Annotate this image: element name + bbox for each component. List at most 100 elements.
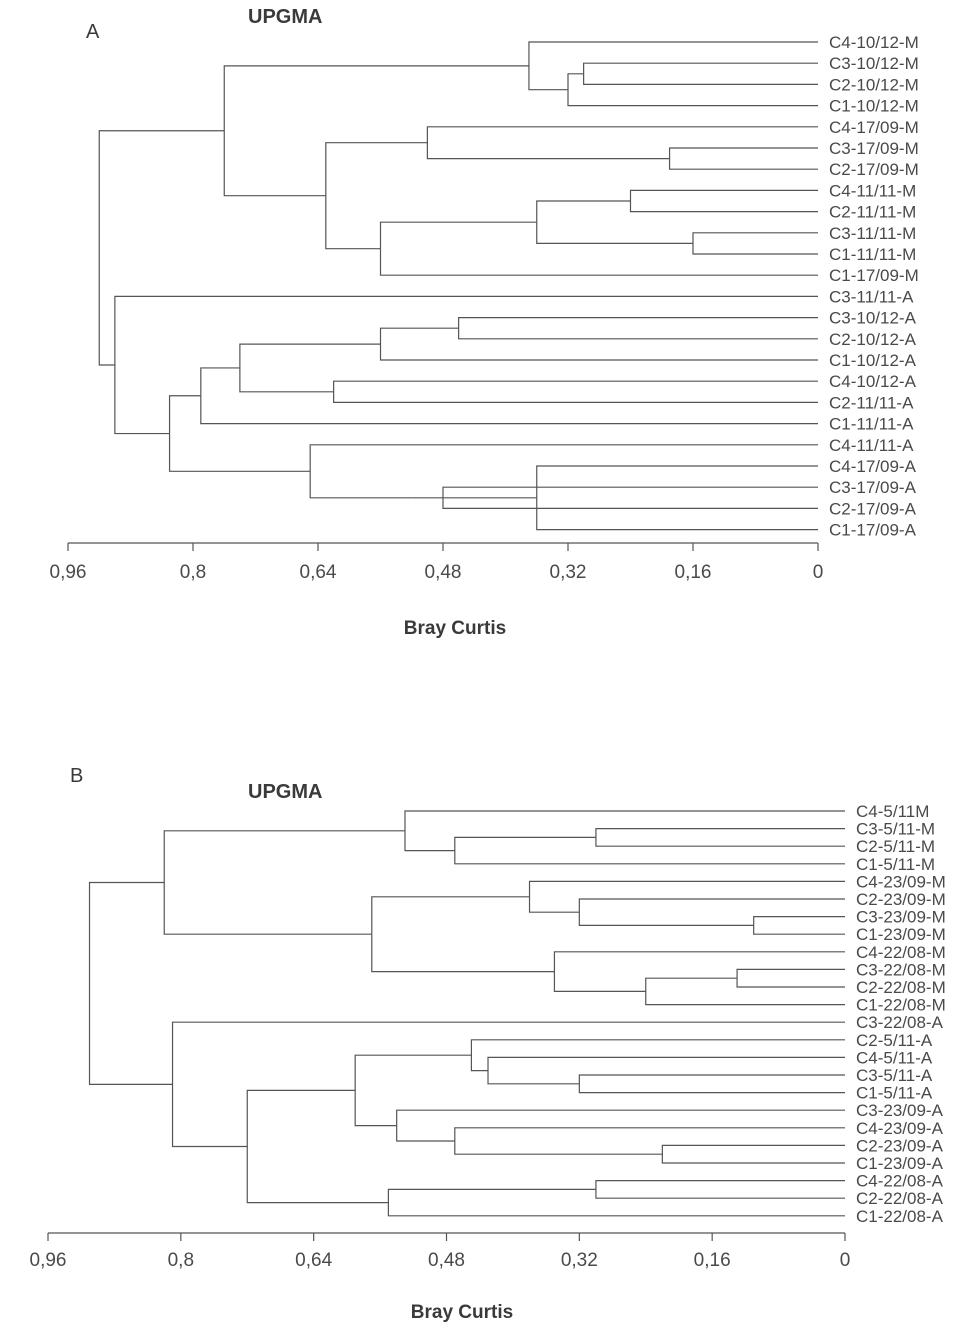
dendrogram-branch — [536, 200, 693, 244]
dendrogram-branch — [223, 65, 529, 197]
dendrogram-branch — [371, 896, 555, 973]
x-axis-label-a: Bray Curtis — [404, 618, 506, 639]
panel-letter-a: A — [86, 21, 100, 43]
leaf-label: C3-5/11-M — [856, 820, 935, 839]
leaf-label: C3-5/11-A — [856, 1066, 933, 1085]
leaf-label: C1-22/08-M — [856, 996, 946, 1015]
leaf-label: C4-22/08-M — [856, 943, 946, 962]
dendrogram-branch — [246, 1089, 389, 1204]
x-axis-b: 0,96 0,8 0,64 0,48 0,32 0,16 0 — [30, 1232, 851, 1271]
dendrogram-branch — [454, 836, 845, 865]
panel-a: A UPGMA C4-10/12-M C3-10/12-M C2-10/12-M C1… — [50, 6, 919, 639]
leaf-label: C1-5/11-A — [856, 1084, 933, 1103]
x-tick-label: 0,64 — [295, 1250, 332, 1271]
leaf-label: C1-23/09-A — [856, 1154, 944, 1173]
leaf-label: C3-22/08-A — [856, 1013, 944, 1032]
leaf-label: C4-5/11-A — [856, 1048, 933, 1067]
dendrogram-branch — [536, 465, 818, 531]
leaf-label: C2-17/09-A — [829, 499, 917, 518]
leaf-label: C4-23/09-M — [856, 872, 946, 891]
dendrogram-branch — [487, 1056, 845, 1085]
dendrogram-branch — [387, 1188, 845, 1217]
dendrogram-branch — [528, 880, 845, 913]
leaf-label: C3-10/12-A — [829, 309, 917, 328]
dendrogram-branch — [470, 1039, 845, 1072]
x-tick-label: 0,8 — [168, 1250, 194, 1271]
leaf-label: C2-5/11-A — [856, 1031, 933, 1050]
dendrogram-branch — [354, 1054, 472, 1127]
leaf-labels-b: C4-5/11MC3-5/11-MC2-5/11-MC1-5/11-MC4-23… — [856, 802, 946, 1226]
leaf-label: C1-11/11-A — [829, 415, 914, 434]
leaf-label: C3-17/09-M — [829, 139, 919, 158]
leaf-label: C1-10/12-A — [829, 351, 917, 370]
x-tick-label: 0,16 — [694, 1250, 731, 1271]
dendrogram-branch — [309, 444, 818, 499]
dendrogram-branch — [325, 142, 428, 250]
x-tick-label: 0,8 — [180, 562, 206, 583]
leaf-label: C2-22/08-M — [856, 978, 946, 997]
dendrogram-branch — [333, 380, 818, 403]
leaf-label: C4-17/09-A — [829, 457, 917, 476]
dendrogram-branch — [454, 1127, 845, 1155]
leaf-label: C4-10/12-A — [829, 372, 917, 391]
dendrogram-branch — [168, 395, 311, 472]
dendrogram-branch — [736, 968, 845, 988]
dendrogram-b — [88, 810, 845, 1217]
leaf-label: C3-23/09-A — [856, 1101, 944, 1120]
dendrogram-branch — [692, 232, 818, 255]
leaf-label: C3-23/09-M — [856, 908, 946, 927]
panel-b: B UPGMA C4-5/11MC3-5/11-MC2-5/11-MC1-5/1… — [30, 765, 946, 1323]
dendrogram-branch — [553, 951, 845, 992]
dendrogram-branch — [578, 898, 845, 926]
dendrogram-branch — [578, 1074, 845, 1094]
dendrogram-branch — [645, 977, 845, 1006]
dendrogram-branch — [163, 830, 405, 935]
leaf-label: C4-11/11-A — [829, 436, 914, 455]
dendrogram-branch — [583, 62, 818, 85]
dendrogram-branch — [114, 295, 818, 435]
x-axis-a: 0,96 0,8 0,64 0,48 0,32 0,16 0 — [50, 542, 824, 583]
dendrogram-branch — [239, 343, 381, 393]
leaf-label: C1-11/11-M — [829, 245, 916, 264]
leaf-label: C2-23/09-A — [856, 1136, 944, 1155]
dendrogram-branch — [200, 367, 818, 425]
leaf-label: C3-17/09-A — [829, 478, 917, 497]
leaf-label: C4-17/09-M — [829, 118, 919, 137]
dendrogram-branch — [88, 881, 173, 1085]
dendrogram-branch — [595, 828, 845, 847]
leaf-label: C2-23/09-M — [856, 890, 946, 909]
leaf-label: C3-11/11-M — [829, 224, 916, 243]
dendrogram-branch — [404, 810, 845, 852]
leaf-label: C4-23/09-A — [856, 1119, 944, 1138]
dendrogram-branch — [753, 916, 845, 935]
x-tick-label: 0 — [840, 1250, 851, 1271]
leaf-label: C1-5/11-M — [856, 855, 935, 874]
chart-title-a: UPGMA — [248, 6, 322, 28]
dendrogram-branch — [379, 327, 818, 361]
leaf-label: C2-10/12-A — [829, 330, 917, 349]
dendrogram-branch — [98, 130, 225, 366]
dendrogram-branch — [661, 1144, 845, 1164]
dendrogram-branch — [668, 147, 818, 170]
leaf-label: C3-11/11-A — [829, 287, 914, 306]
x-tick-label: 0 — [813, 562, 824, 583]
leaf-label: C2-17/09-M — [829, 160, 919, 179]
dendrogram-branch — [567, 73, 818, 107]
x-axis-label-b: Bray Curtis — [411, 1302, 513, 1323]
leaf-label: C1-23/09-M — [856, 925, 946, 944]
leaf-label: C4-11/11-M — [829, 181, 916, 200]
leaf-label: C2-5/11-M — [856, 837, 935, 856]
leaf-label: C1-10/12-M — [829, 97, 919, 116]
dendrogram-branch — [629, 189, 818, 213]
dendrogram-branch — [595, 1180, 845, 1199]
x-tick-label: 0,64 — [300, 562, 337, 583]
chart-title-b: UPGMA — [248, 781, 322, 803]
x-tick-label: 0,16 — [675, 562, 712, 583]
x-tick-label: 0,32 — [561, 1250, 598, 1271]
leaf-label: C1-17/09-A — [829, 521, 917, 540]
leaf-label: C2-10/12-M — [829, 75, 919, 94]
dendrogram-a — [98, 41, 818, 531]
dendrogram-branch — [458, 317, 818, 340]
dendrogram-branch — [426, 126, 818, 160]
leaf-label: C3-10/12-M — [829, 54, 919, 73]
